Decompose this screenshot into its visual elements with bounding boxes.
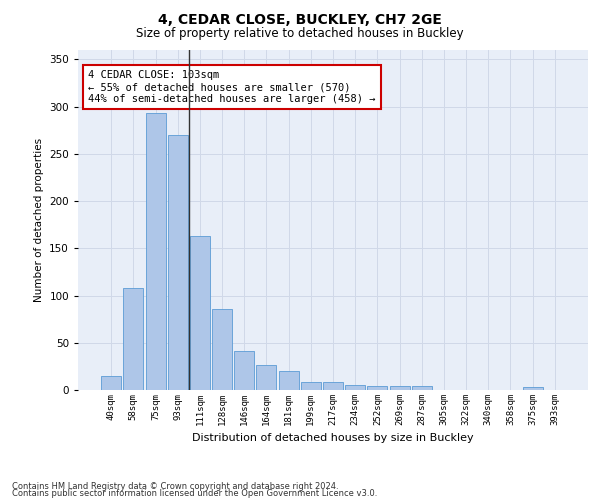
- Bar: [412, 386, 432, 390]
- Bar: [367, 386, 388, 390]
- Bar: [523, 387, 542, 390]
- X-axis label: Distribution of detached houses by size in Buckley: Distribution of detached houses by size …: [192, 434, 474, 444]
- Bar: [278, 371, 299, 390]
- Bar: [345, 386, 365, 390]
- Text: 4 CEDAR CLOSE: 103sqm
← 55% of detached houses are smaller (570)
44% of semi-det: 4 CEDAR CLOSE: 103sqm ← 55% of detached …: [88, 70, 376, 104]
- Bar: [101, 376, 121, 390]
- Bar: [212, 309, 232, 390]
- Bar: [234, 352, 254, 390]
- Text: Contains public sector information licensed under the Open Government Licence v3: Contains public sector information licen…: [12, 489, 377, 498]
- Bar: [389, 386, 410, 390]
- Text: Contains HM Land Registry data © Crown copyright and database right 2024.: Contains HM Land Registry data © Crown c…: [12, 482, 338, 491]
- Bar: [190, 236, 210, 390]
- Bar: [301, 382, 321, 390]
- Y-axis label: Number of detached properties: Number of detached properties: [34, 138, 44, 302]
- Bar: [146, 114, 166, 390]
- Bar: [124, 288, 143, 390]
- Bar: [168, 135, 188, 390]
- Text: Size of property relative to detached houses in Buckley: Size of property relative to detached ho…: [136, 28, 464, 40]
- Text: 4, CEDAR CLOSE, BUCKLEY, CH7 2GE: 4, CEDAR CLOSE, BUCKLEY, CH7 2GE: [158, 12, 442, 26]
- Bar: [323, 382, 343, 390]
- Bar: [256, 364, 277, 390]
